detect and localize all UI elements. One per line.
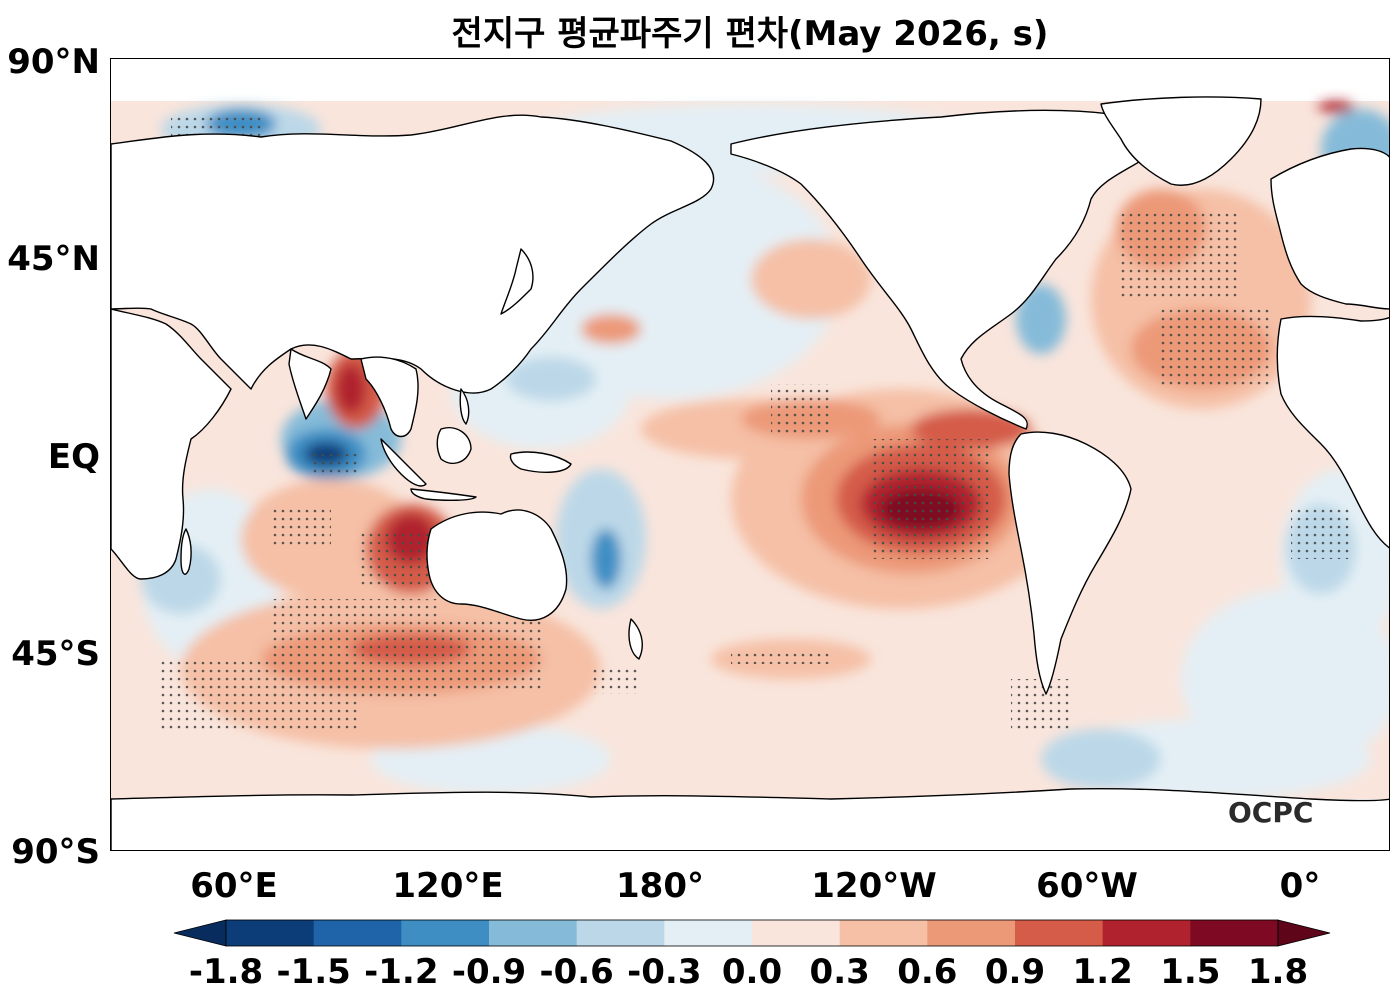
south-america-landmass (1008, 431, 1132, 695)
colorbar-tick-label: -1.8 (188, 952, 264, 992)
map-title: 전지구 평균파주기 편차(May 2026, s) (451, 14, 1049, 54)
lat-label-45n: 45°N (7, 239, 100, 279)
colorbar-tick-label: 1.5 (1160, 952, 1221, 992)
north-america-landmass (730, 109, 1155, 430)
colorbar-bin (313, 920, 402, 946)
colorbar-tick-label: -1.5 (276, 952, 351, 992)
philippines (459, 388, 470, 425)
colorbar-bin (489, 920, 578, 946)
java (410, 488, 477, 502)
africa-landmass (111, 308, 232, 580)
lat-label-equator: EQ (47, 437, 100, 477)
colorbar-bin (576, 920, 665, 946)
west-africa-landmass (1276, 315, 1389, 549)
colorbar-outline (225, 919, 1279, 947)
lat-label-45s: 45°S (11, 634, 100, 674)
colorbar-tick-label: 0.0 (721, 952, 783, 992)
land-masses (111, 96, 1389, 850)
new-guinea (509, 451, 572, 473)
colorbar-bin (839, 920, 928, 946)
colorbar-bin (1015, 920, 1104, 946)
colorbar-bin (226, 920, 315, 946)
lon-label-60e: 60°E (190, 866, 278, 906)
colorbar-tick-label: -1.2 (364, 952, 439, 992)
colorbar-tick-label: 1.8 (1247, 952, 1309, 992)
lon-label-60w: 60°W (1036, 866, 1138, 906)
lat-label-90n: 90°N (7, 42, 100, 82)
colorbar-bin (401, 920, 490, 946)
colorbar-bin (752, 920, 841, 946)
colorbar-over-arrow (1277, 919, 1331, 947)
lon-label-0: 0° (1279, 866, 1321, 906)
colorbar-tick-label: 0.6 (897, 952, 958, 992)
sumatra (380, 438, 427, 487)
colorbar-tick-label: 0.3 (809, 952, 870, 992)
antarctica (111, 787, 1389, 850)
colorbar-bin (1102, 920, 1191, 946)
europe-landmass (1270, 147, 1389, 310)
map-canvas (111, 96, 1389, 850)
colorbar-under-arrow (173, 919, 227, 947)
colorbar-tick-label: -0.9 (451, 952, 527, 992)
lat-label-90s: 90°S (11, 832, 100, 872)
colorbar-bin (664, 920, 753, 946)
madagascar (180, 528, 192, 575)
colorbar-bin (1190, 920, 1279, 946)
colorbar-tick-label: 0.9 (984, 952, 1046, 992)
colorbar-tick-label: -0.6 (539, 952, 614, 992)
greenland (1100, 96, 1262, 186)
india-landmass (288, 348, 332, 420)
new-zealand (628, 618, 643, 660)
lon-label-120e: 120°E (392, 866, 504, 906)
anomaly-map (110, 58, 1390, 851)
japan (500, 248, 534, 315)
colorbar (173, 919, 1331, 947)
colorbar-bin (927, 920, 1016, 946)
lon-label-180: 180° (616, 866, 704, 906)
colorbar-tick-label: 1.2 (1072, 952, 1133, 992)
lon-label-120w: 120°W (811, 866, 937, 906)
australia-landmass (426, 509, 568, 621)
borneo (436, 427, 472, 465)
ocpc-logo: OCPC (1228, 796, 1314, 829)
eurasia-landmass (111, 114, 715, 394)
southeast-asia (360, 356, 419, 438)
colorbar-tick-label: -0.3 (627, 952, 702, 992)
